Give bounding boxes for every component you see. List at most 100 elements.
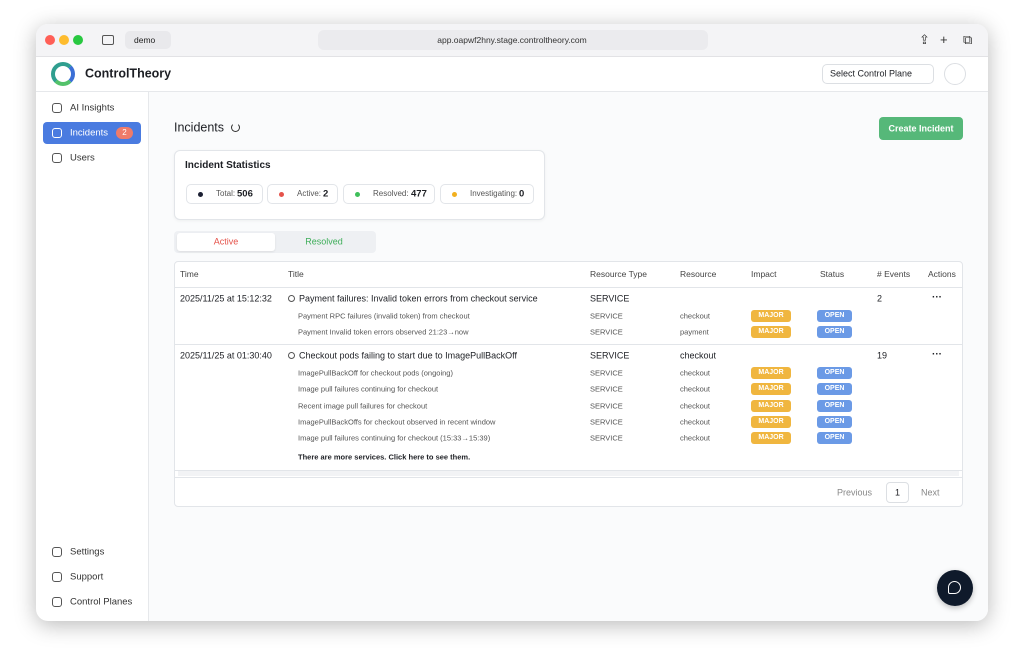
actions-button[interactable]: ··· [932,349,942,360]
service-title: Payment Invalid token errors observed 21… [298,327,469,337]
impact-label: MAJOR [758,401,784,409]
stat-value: 0 [519,188,525,200]
window-control[interactable] [73,35,83,45]
service-title: Recent image pull failures for checkout [298,401,428,411]
nav-icon [52,103,62,113]
incident-resource: checkout [680,350,717,361]
column-header[interactable]: Impact [751,268,777,279]
status-label: OPEN [824,327,845,335]
browser-action[interactable]: ⇪ [919,32,930,47]
browser-action[interactable]: ⧉ [963,32,973,47]
tab-active[interactable] [177,233,275,251]
create-incident-button[interactable] [879,117,963,140]
status-label: OPEN [824,368,845,376]
impact-label: MAJOR [758,311,784,319]
nav-icon [52,128,62,138]
impact-badge [751,326,791,338]
stat-label: Active: [297,189,322,199]
next-button[interactable]: Next [921,487,940,498]
incident-time[interactable]: 2025/11/25 at 01:30:40 [180,350,272,361]
tab[interactable]: Active [213,236,239,247]
control-plane-select[interactable] [822,64,934,84]
column-header: Actions [928,268,956,279]
nav-item[interactable]: Settings [70,546,105,558]
nav-item[interactable]: Support [70,571,104,583]
page-box[interactable] [886,482,909,503]
logo [51,62,75,86]
service-resource: checkout [680,384,711,394]
column-header[interactable]: Time [180,268,199,279]
service-type: SERVICE [590,433,623,443]
nav-icon [52,597,62,607]
impact-label: MAJOR [758,433,784,441]
service-type: SERVICE [590,311,623,321]
impact-label: MAJOR [758,327,784,335]
stat-pill [343,184,435,204]
actions-button[interactable]: ··· [932,292,942,303]
url[interactable]: app.oapwf2hny.stage.controltheory.com [437,34,587,45]
service-resource: checkout [680,368,711,378]
user-menu[interactable] [944,63,966,85]
nav-icon [52,153,62,163]
nav-icon [52,547,62,557]
stat-dot [355,192,360,197]
status-badge [817,432,852,444]
stat-pill [440,184,534,204]
nav-item[interactable]: AI Insights [70,102,115,114]
service-resource: checkout [680,433,711,443]
column-header: Resource Type [590,268,648,279]
table-header-rule [174,287,963,288]
nav-item[interactable]: Users [70,152,95,164]
control-plane-select-label[interactable]: Select Control Plane [830,68,913,79]
create-incident-label[interactable]: Create Incident [888,123,954,134]
nav-item[interactable]: Incidents [70,127,109,139]
incident-time[interactable]: 2025/11/25 at 15:12:32 [180,293,272,304]
impact-label: MAJOR [758,417,784,425]
window-control[interactable] [45,35,55,45]
page-number[interactable]: 1 [894,487,901,498]
pagination-rule [174,477,963,478]
nav-item[interactable]: Control Planes [70,596,133,608]
service-type: SERVICE [590,368,623,378]
column-header: # Events [877,268,911,279]
app-header [36,57,988,92]
service-title: ImagePullBackOffs for checkout observed … [298,417,496,427]
expand-icon[interactable] [288,352,295,359]
status-badge [817,416,852,428]
profile-button[interactable] [125,31,171,49]
incident-title[interactable]: Checkout pods failing to start due to Im… [299,350,517,361]
service-title: ImagePullBackOff for checkout pods (ongo… [298,368,453,378]
browser-action[interactable]: + [940,32,948,47]
url-bar[interactable] [318,30,708,50]
service-type: SERVICE [590,401,623,411]
sidebar [36,92,149,621]
row-rule [174,344,963,345]
stat-value: 2 [323,188,329,200]
nav-item-active[interactable] [43,122,141,144]
window-control[interactable] [59,35,69,45]
more-services-link[interactable]: There are more services. Click here to s… [298,452,471,462]
stat-label: Resolved: [373,189,409,199]
service-title: Payment RPC failures (invalid token) fro… [298,311,470,321]
service-resource: payment [680,327,709,337]
impact-badge [751,416,791,428]
profile-name[interactable]: demo [134,34,156,45]
status-badge [817,310,852,322]
refresh-button[interactable] [231,123,240,132]
incident-resource-type: SERVICE [590,350,630,361]
status-badge [817,383,852,395]
service-type: SERVICE [590,417,623,427]
sidebar-toggle[interactable] [102,35,114,45]
incident-title[interactable]: Payment failures: Invalid token errors f… [299,293,538,304]
stat-pill [267,184,338,204]
tab[interactable]: Resolved [305,236,343,247]
row-rule [174,470,963,471]
incident-events: 19 [877,350,888,361]
stat-value: 506 [237,188,253,200]
expand-icon[interactable] [288,295,295,302]
nav-badge [116,127,133,139]
column-header: Title [288,268,304,279]
previous-button[interactable]: Previous [837,487,873,498]
stat-dot [198,192,203,197]
